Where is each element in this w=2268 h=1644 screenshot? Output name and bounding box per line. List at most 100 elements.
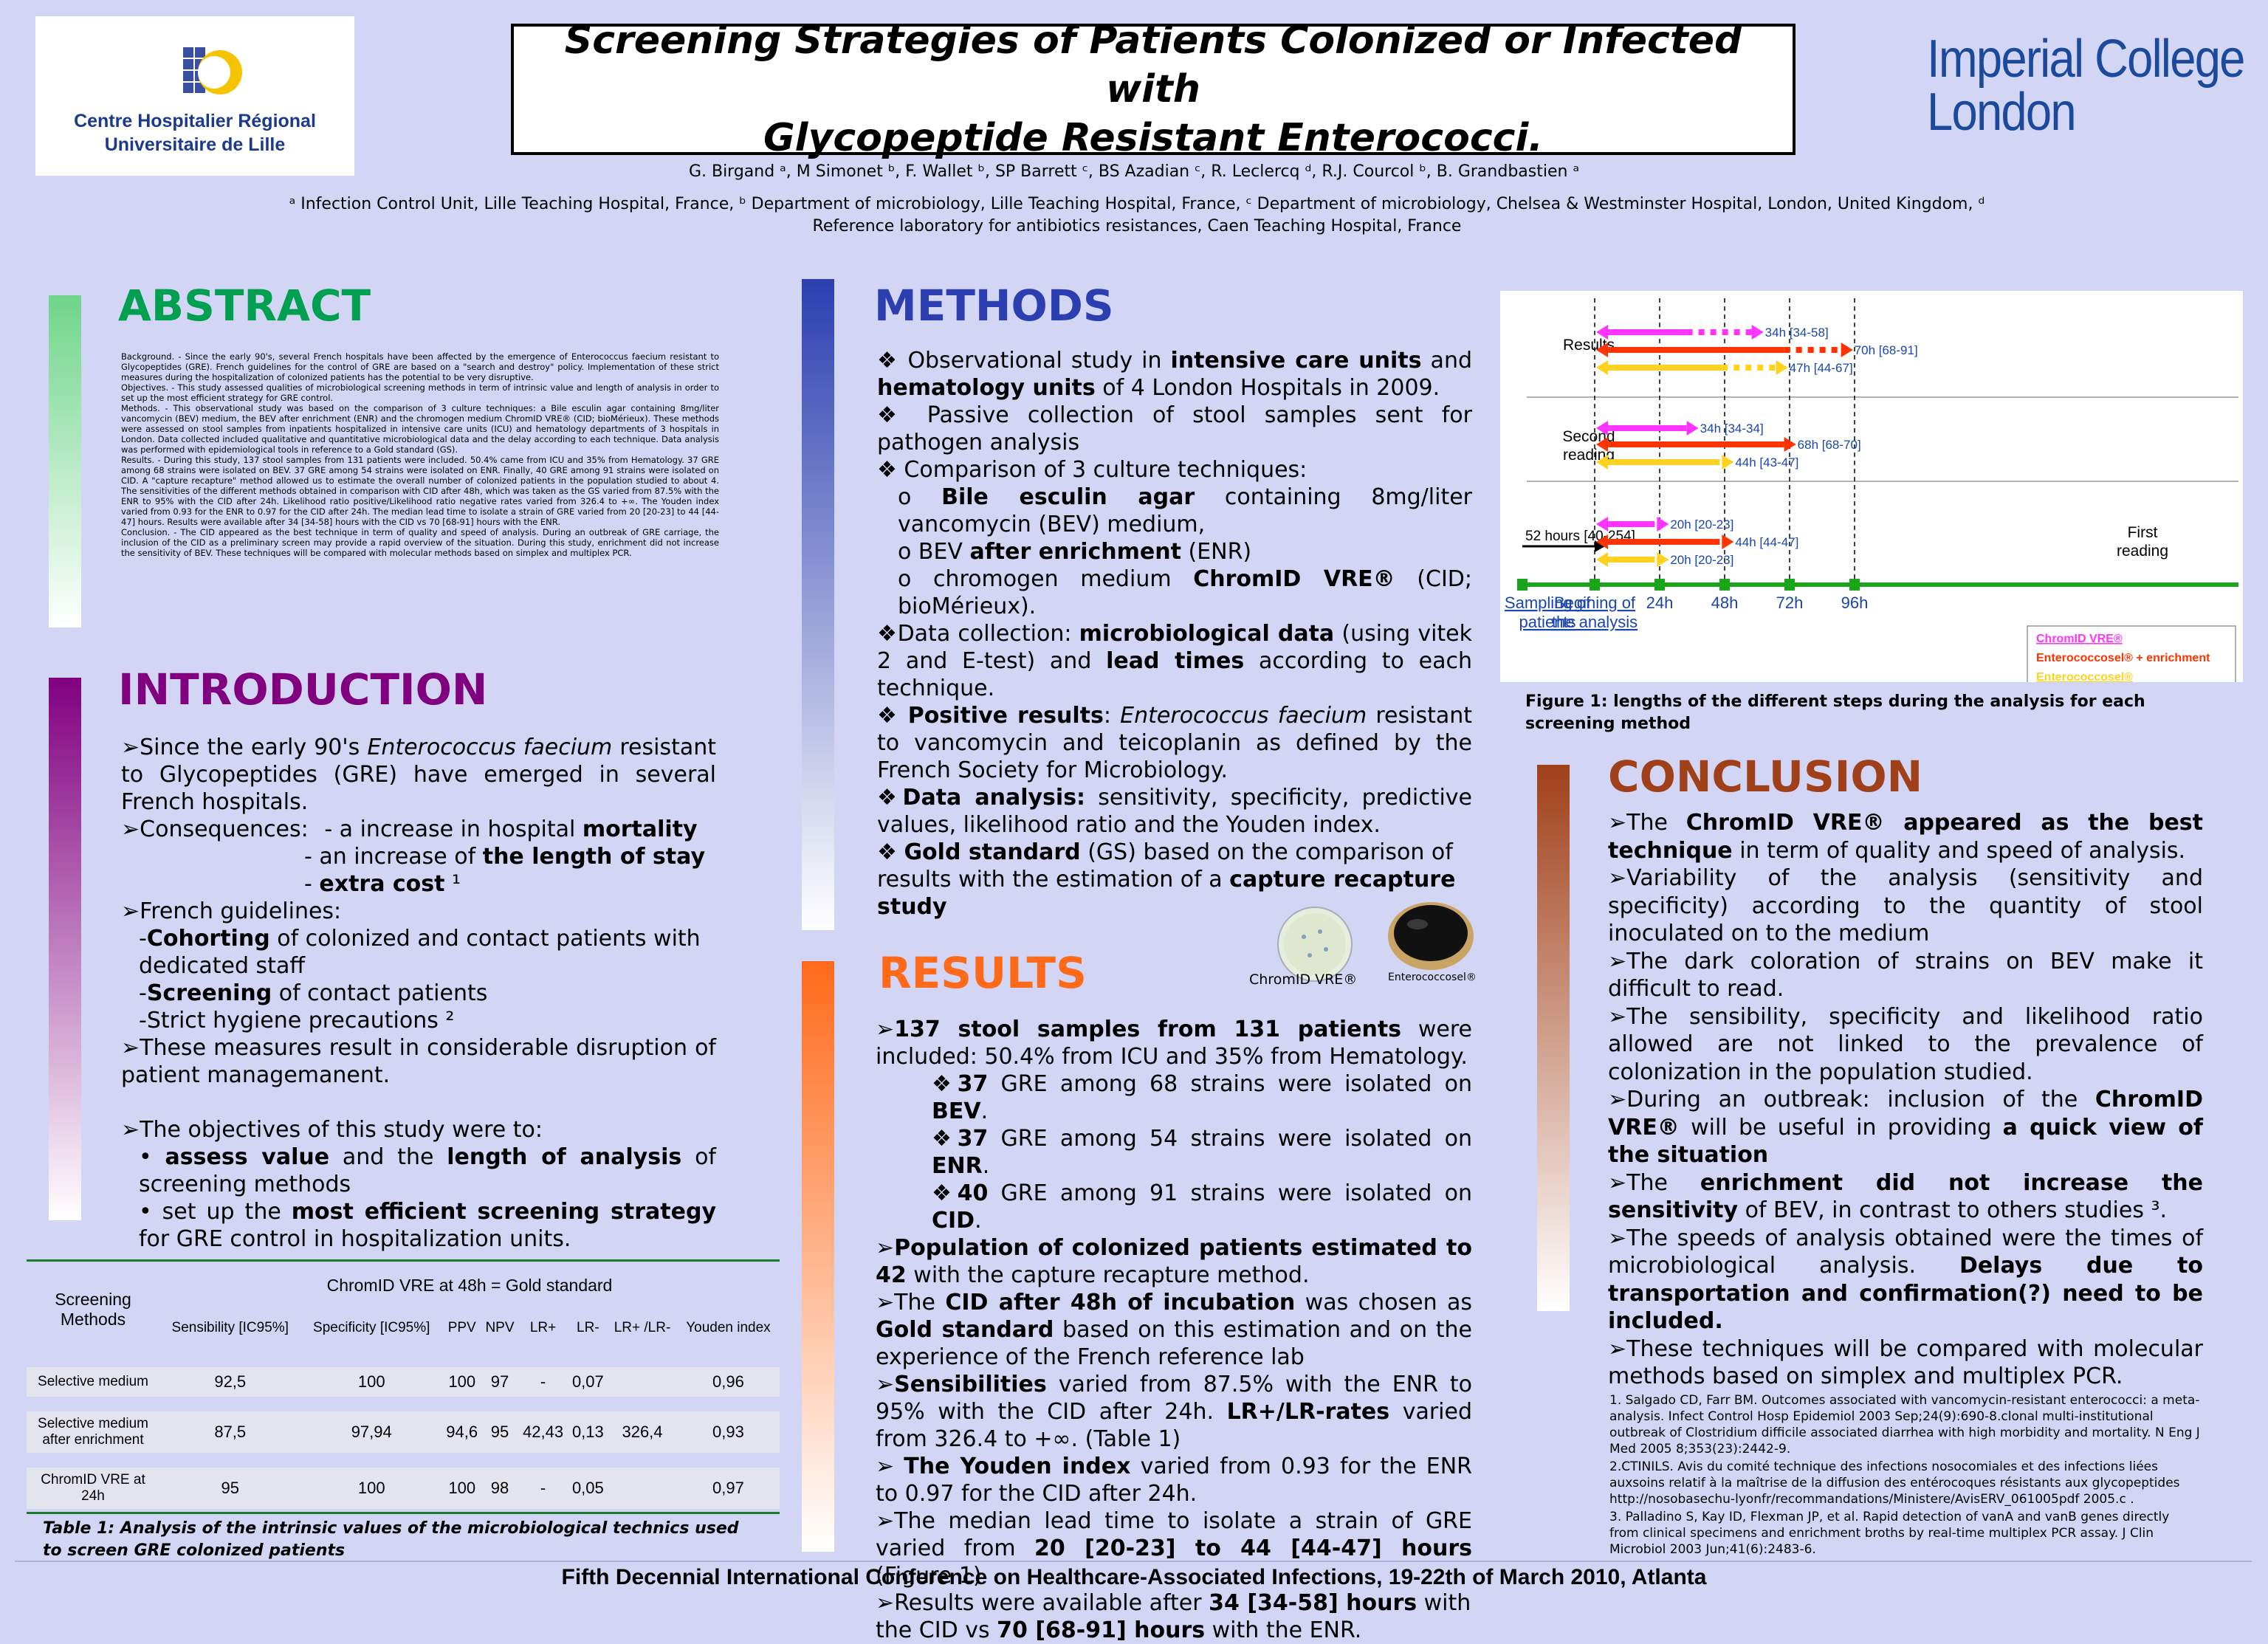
arrow-head [1784, 437, 1796, 452]
methods-color-bar [802, 279, 834, 930]
arrow-head [1596, 325, 1608, 340]
arrow-head [1722, 455, 1734, 470]
plate1-label: ChromID VRE® [1249, 971, 1358, 988]
arrow-head [1657, 517, 1669, 532]
arrow-head [1751, 325, 1764, 340]
table1-col-header: Youden index [686, 1320, 771, 1335]
figure1-dividers [1527, 396, 2238, 482]
axis-tick [1654, 579, 1665, 591]
affiliation-line-1: ᵃ Infection Control Unit, Lille Teaching… [289, 195, 1985, 213]
abstract-results: Results. - During this study, 137 stool … [121, 455, 719, 527]
plate2-label: Enterococcosel® [1388, 971, 1477, 983]
abstract-text: Background. - Since the early 90's, seve… [121, 351, 719, 558]
conclusion-title: CONCLUSION [1608, 752, 1923, 802]
table1-caption: Table 1: Analysis of the intrinsic value… [43, 1519, 739, 1560]
introduction-color-bar [49, 678, 81, 1220]
axis-tick-label: Sampling of patients [1505, 594, 1591, 631]
table1-header-span: ChromID VRE at 48h = Gold standard [326, 1275, 613, 1295]
table1-top-rule [27, 1259, 780, 1262]
references: 1. Salgado CD, Farr BM. Outcomes associa… [1609, 1392, 2200, 1559]
conclusion-text: ➢The ChromID VRE® appeared as the best t… [1608, 810, 2204, 1389]
figure1-timeline: Results Second reading First reading 52 ho… [1505, 298, 2238, 682]
arrow-head [1596, 360, 1608, 375]
abstract-color-bar [49, 295, 81, 627]
arrow-head [1596, 534, 1608, 549]
results-color-bar [802, 961, 834, 1552]
arrow-head [1686, 421, 1699, 436]
imperial-line-1: Imperial College [1927, 30, 2245, 89]
figure1-legend [2027, 625, 2236, 682]
table1-col-header: NPV [485, 1320, 515, 1335]
arrow-label: 47h [44-67] [1790, 361, 1853, 375]
arrow-label: 20h [20-23] [1670, 553, 1733, 567]
table-row: Selective medium 92,5 100 100 97 -0,07 0,96 [27, 1367, 780, 1397]
axis-tick [1517, 579, 1528, 591]
chru-emblem-icon [183, 47, 242, 94]
chru-lille-logo: Centre Hospitalier Régional Universitair… [35, 16, 354, 176]
arrow-head [1722, 534, 1734, 549]
figure1-panel [1500, 291, 2243, 682]
introduction-title: INTRODUCTION [118, 664, 488, 715]
table1-col-header: PPV [447, 1320, 476, 1335]
arrow-label: 34h [34-34] [1700, 422, 1764, 436]
arrow-head [1776, 360, 1788, 375]
legend-entry: ChromID VRE® [2036, 633, 2123, 645]
affiliation-line-2: Reference laboratory for antibiotics res… [812, 217, 1462, 235]
methods-text: ❖ Observational study in intensive care … [877, 348, 1473, 920]
conference-footer: Fifth Decennial International Conference… [561, 1565, 1707, 1589]
imperial-college-logo: Imperial College London [1927, 30, 2245, 142]
table-row: Selective medium after enrichment 87,5 97… [27, 1411, 780, 1453]
table1-corner: Screening Methods [55, 1290, 131, 1329]
methods-title: METHODS [874, 281, 1114, 331]
arrow-label: 44h [43-47] [1735, 455, 1798, 470]
arrow-head [1596, 421, 1608, 436]
affiliations: ᵃ Infection Control Unit, Lille Teaching… [221, 193, 2052, 238]
row-label-first-reading: First reading [2117, 524, 2168, 560]
abstract-objectives: Objectives. - This study assessed qualit… [121, 382, 719, 403]
table1-col-header: Sensibility [IC95%] [171, 1320, 289, 1335]
arrow-head [1596, 517, 1608, 532]
reference-2: 2.CTINILS. Avis du comité technique des … [1609, 1459, 2180, 1507]
figure1-caption: Figure 1: lengths of the different steps… [1525, 692, 2145, 733]
arrow-label: 70h [68-91] [1855, 343, 1918, 357]
poster-title-box: Screening Strategies of Patients Coloniz… [511, 18, 1796, 160]
table1-bottom-rule [27, 1512, 780, 1514]
table1-col-header: LR+ /LR- [614, 1320, 671, 1335]
results-text: ➢137 stool samples from 131 patients wer… [876, 1017, 1473, 1643]
arrow-label: 68h [68-70] [1798, 438, 1861, 452]
axis-tick-label: 24h [1646, 594, 1674, 612]
arrow-head [1596, 552, 1608, 567]
table1-col-header: LR- [577, 1320, 599, 1335]
arrow-head [1596, 343, 1608, 357]
arrow-label: 34h [34-58] [1765, 326, 1829, 340]
arrow-label: 20h [20-23] [1670, 517, 1733, 532]
legend-entry: Enterococcosel® [2036, 671, 2133, 682]
table1-col-header: Specificity [IC95%] [313, 1320, 430, 1335]
author-list: G. Birgand ᵃ, M Simonet ᵇ, F. Wallet ᵇ, … [688, 162, 1580, 181]
axis-tick-label: Begining of the analysis [1552, 594, 1638, 631]
arrow-head [1596, 455, 1608, 470]
axis-tick [1590, 579, 1600, 591]
logo-line-2: Universitaire de Lille [104, 134, 286, 155]
axis-tick [1784, 579, 1795, 591]
title-line-1: Screening Strategies of Patients Coloniz… [564, 18, 1742, 111]
introduction-text: ➢Since the early 90's Enterococcus faeci… [121, 735, 717, 1252]
abstract-title: ABSTRACT [118, 281, 371, 331]
table-row: ChromID VRE at 24h 95 100 100 98 -0,05 0,97 [27, 1468, 780, 1509]
abstract-methods: Methods. - This observational study was … [121, 403, 719, 455]
start-arrow-head [1595, 540, 1605, 552]
arrow-label: 44h [44-47] [1735, 535, 1798, 549]
reference-3: 3. Palladino S, Kay ID, Flexman JP, et a… [1609, 1510, 2170, 1557]
chromid-plate-icon [1277, 907, 1353, 982]
table1: Screening Methods ChromID VRE at 48h = G… [27, 1267, 780, 1509]
conclusion-color-bar [1537, 765, 1570, 1311]
abstract-background: Background. - Since the early 90's, seve… [121, 351, 719, 382]
title-line-2: Glycopeptide Resistant Enterococci. [763, 116, 1544, 160]
axis-tick-label: 72h [1776, 594, 1804, 612]
axis-tick [1849, 579, 1860, 591]
table1-col-header: LR+ [529, 1320, 557, 1335]
axis-tick [1719, 579, 1730, 591]
imperial-line-2: London [1927, 83, 2077, 142]
results-title: RESULTS [879, 948, 1087, 998]
logo-line-1: Centre Hospitalier Régional [74, 111, 316, 131]
